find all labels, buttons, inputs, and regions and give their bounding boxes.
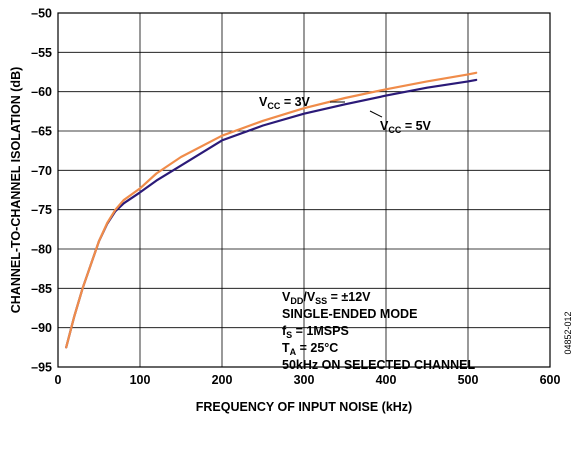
plot-frame xyxy=(57,12,551,368)
x-tick-label: 500 xyxy=(458,373,479,387)
x-axis-label: FREQUENCY OF INPUT NOISE (kHz) xyxy=(196,400,412,414)
grid xyxy=(58,13,550,367)
y-tick-label: –75 xyxy=(31,203,52,217)
y-tick-label: –95 xyxy=(31,361,52,375)
condition-line: TA = 25°C xyxy=(282,341,338,357)
y-tick-label: –60 xyxy=(31,85,52,99)
x-tick-label: 0 xyxy=(55,373,62,387)
condition-line: 50kHz ON SELECTED CHANNEL xyxy=(282,358,475,372)
y-tick-label: –55 xyxy=(31,46,52,60)
y-tick-label: –85 xyxy=(31,282,52,296)
y-tick-label: –90 xyxy=(31,321,52,335)
series-label-5v: VCC = 5V xyxy=(380,119,432,135)
y-tick-label: –70 xyxy=(31,164,52,178)
series-lines xyxy=(65,71,478,349)
series-label-3v: VCC = 3V xyxy=(259,95,311,111)
series-line-1 xyxy=(65,71,478,349)
x-tick-label: 600 xyxy=(540,373,561,387)
figure-id: 04852-012 xyxy=(563,311,573,354)
x-tick-label: 200 xyxy=(212,373,233,387)
y-tick-label: –50 xyxy=(31,7,52,21)
series-labels: VCC = 3V VCC = 5V xyxy=(259,95,432,135)
condition-line: fS = 1MSPS xyxy=(282,324,349,340)
x-tick-label: 100 xyxy=(130,373,151,387)
y-tick-labels: –95 –90 –85 –80 –75 –70 –65 –60 –55 –50 xyxy=(31,7,52,375)
condition-line: VDD/VSS = ±12V xyxy=(282,290,371,306)
condition-line: SINGLE-ENDED MODE xyxy=(282,307,417,321)
x-tick-label: 400 xyxy=(376,373,397,387)
series-label-5v-leader xyxy=(369,110,383,118)
x-tick-label: 300 xyxy=(294,373,315,387)
y-axis-label: CHANNEL-TO-CHANNEL ISOLATION (dB) xyxy=(9,67,23,314)
x-tick-labels: 0 100 200 300 400 500 600 xyxy=(55,373,561,387)
y-tick-label: –65 xyxy=(31,125,52,139)
y-tick-label: –80 xyxy=(31,243,52,257)
